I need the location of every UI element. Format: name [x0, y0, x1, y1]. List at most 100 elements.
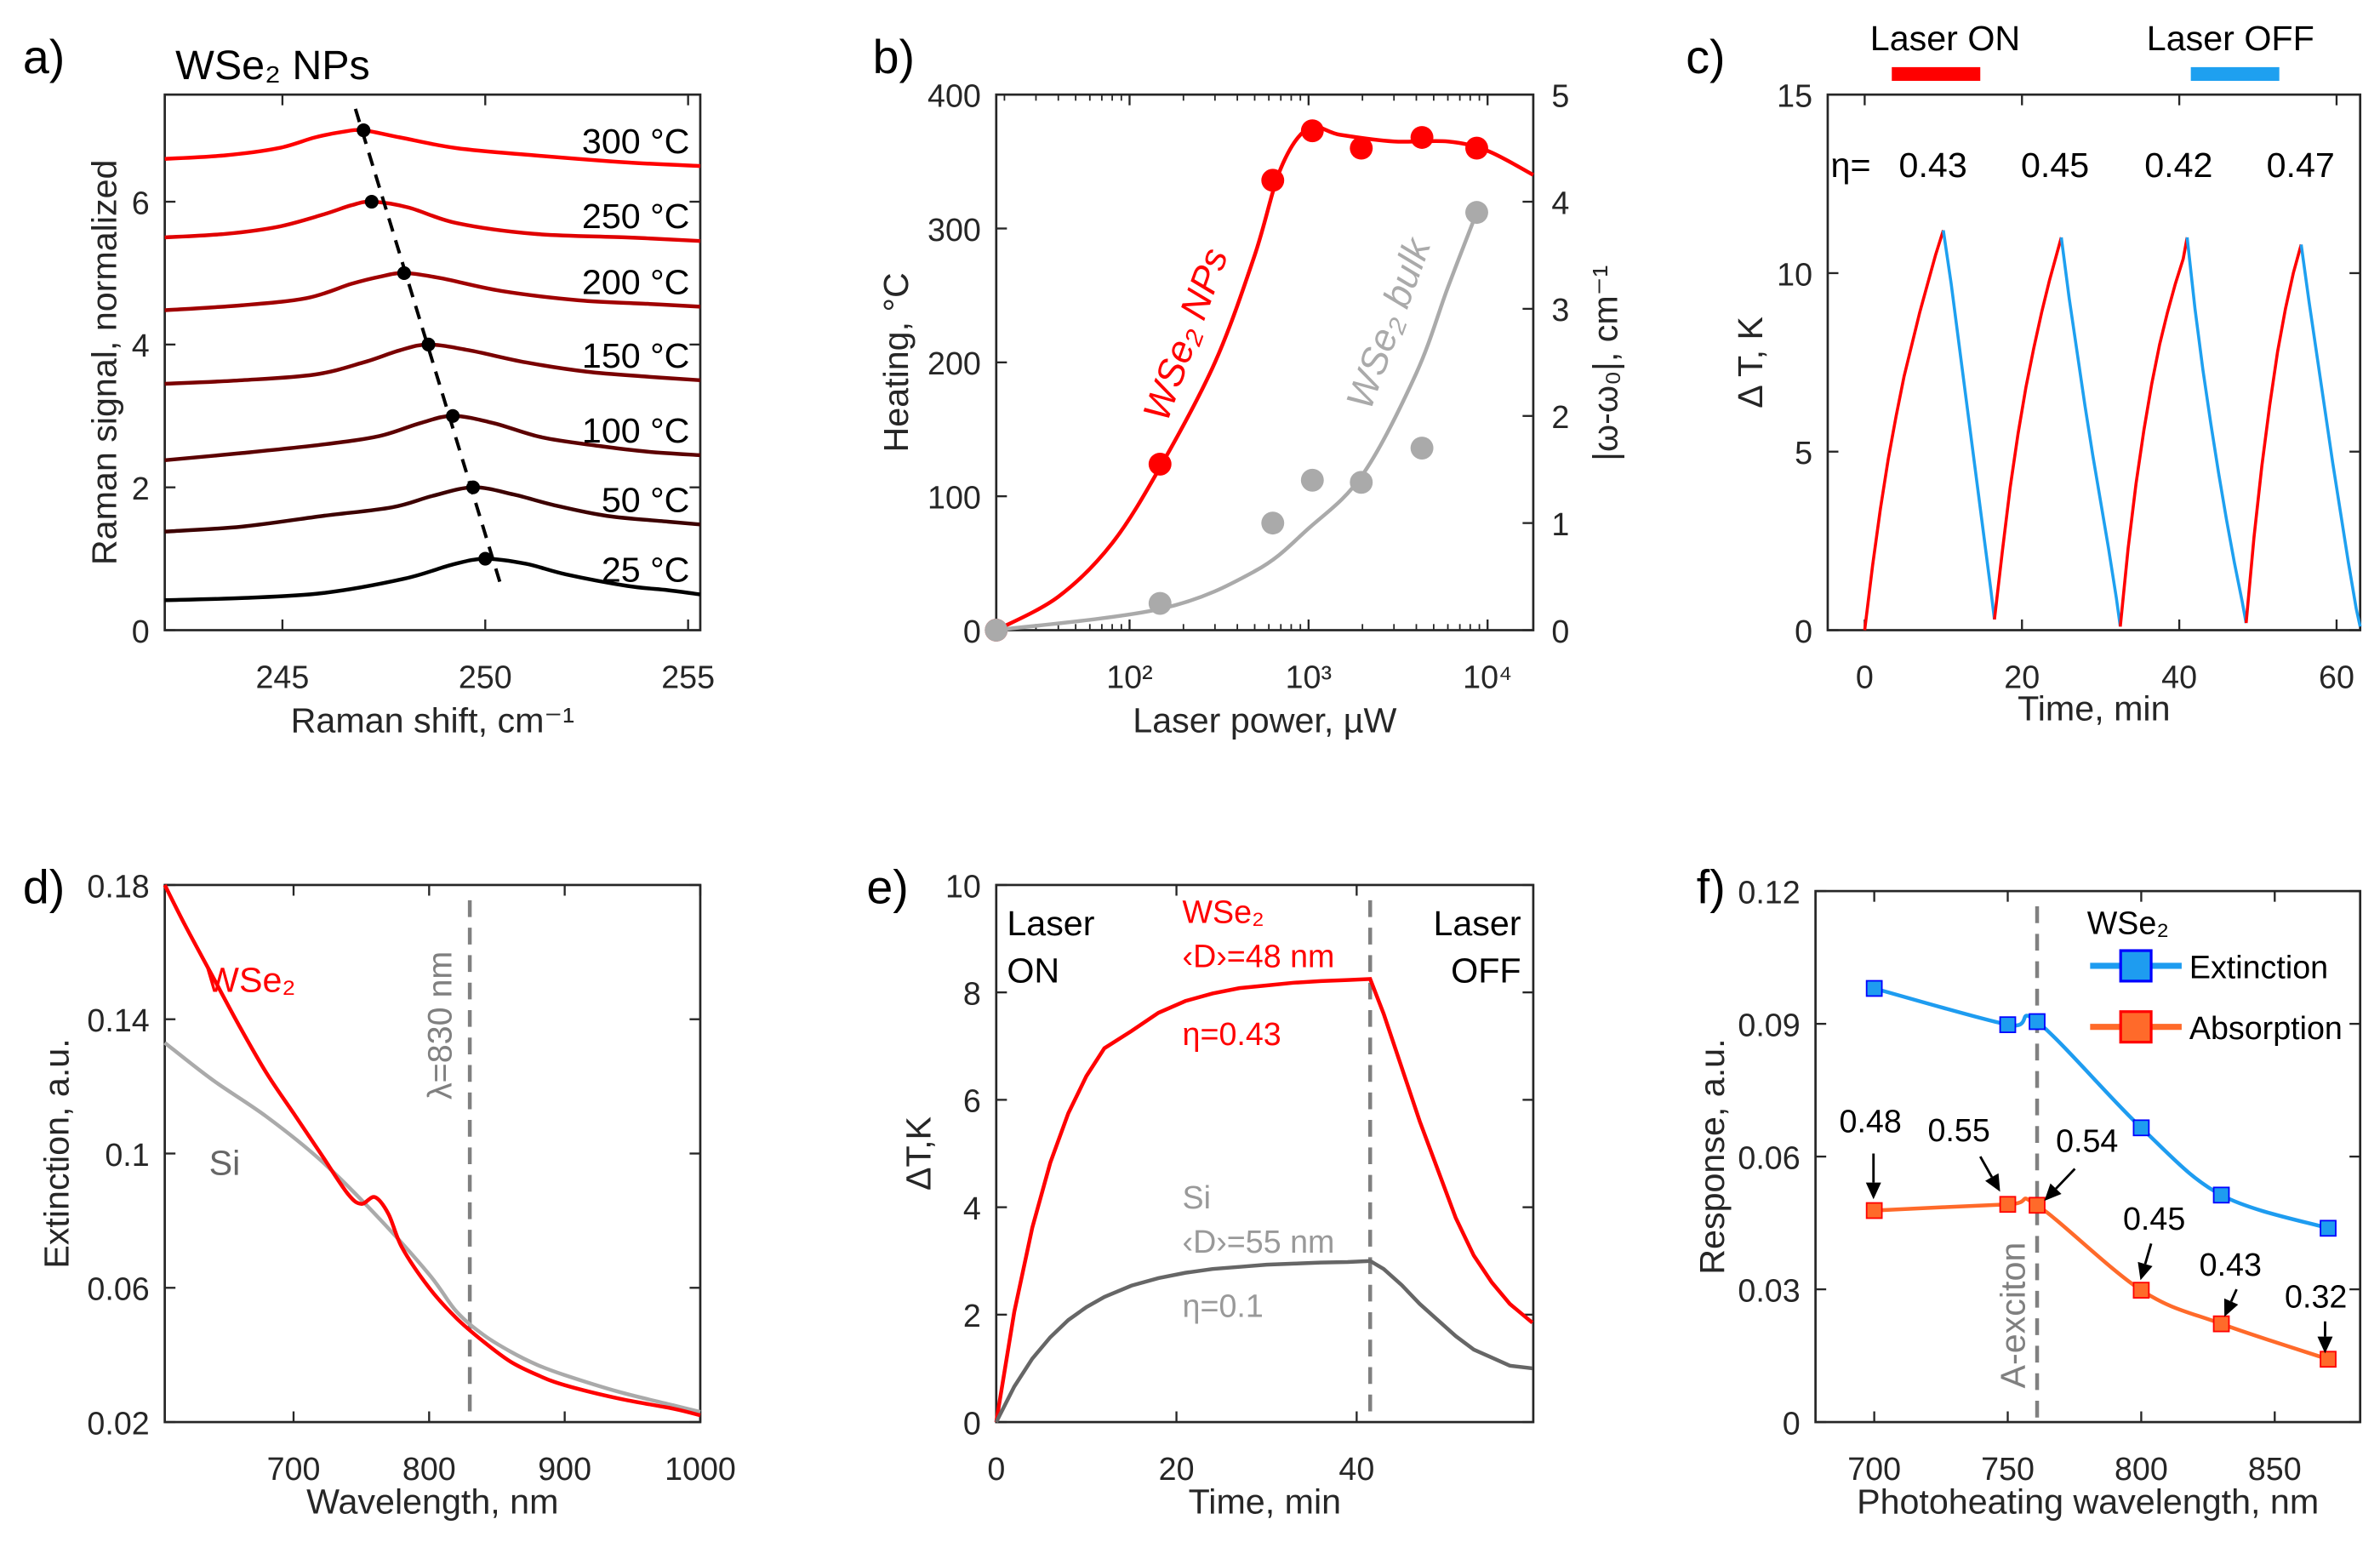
temperature-label: 50 °C [602, 480, 690, 519]
eta-value: 0.45 [2021, 146, 2089, 185]
kinetics-line-wse2 [994, 977, 1534, 1423]
y-tick-label: 0 [132, 614, 150, 649]
y2-tick-label: 2 [1551, 399, 1569, 435]
efficiency-label: 0.48 [1840, 1103, 1902, 1139]
x-axis-label: Raman shift, cm⁻¹ [291, 701, 574, 740]
absorption-marker [1999, 1196, 2017, 1214]
legend-marker [2119, 949, 2153, 983]
arrow-head-icon [2137, 1261, 2153, 1281]
data-point-bulk [985, 619, 1008, 642]
efficiency-label: 0.55 [1928, 1112, 1990, 1148]
laser-on-segment [1993, 237, 2063, 620]
y-axis-label: Response, a.u. [1692, 1038, 1732, 1274]
peak-marker [357, 123, 371, 138]
efficiency-label: 0.54 [2056, 1123, 2118, 1159]
laser-off-segment [2185, 237, 2248, 624]
si-annotation: η=0.1 [1183, 1288, 1264, 1323]
laser-off-segment [2059, 237, 2122, 627]
peak-marker [478, 551, 493, 566]
wse2-annotation: η=0.43 [1183, 1016, 1281, 1052]
peak-marker [465, 480, 481, 494]
y-tick-label: 5 [1795, 435, 1812, 471]
absorption-marker [2029, 1196, 2046, 1214]
arrow-head-icon [1865, 1182, 1881, 1200]
legend-label: Laser ON [1870, 19, 2020, 58]
data-point-nps [1350, 136, 1373, 160]
laser-off-segment [1942, 230, 1996, 620]
panel-a-raman-spectra: 245 250 255 0 2 4 6 a) Raman shift, cm⁻¹ Raman si… [23, 31, 715, 740]
laser-on-segment [2119, 237, 2189, 627]
laser-on-segment [2244, 243, 2303, 624]
y-tick-label: 4 [132, 328, 150, 363]
eta-prefix: η= [1831, 146, 1871, 185]
y-tick-label: 0.18 [87, 868, 149, 904]
y-tick-label: 300 [927, 212, 981, 248]
raman-spectrum-line-300c [164, 128, 701, 168]
panel-label: c) [1686, 31, 1725, 83]
x-tick-label: 10² [1106, 660, 1152, 695]
panel-label: e) [866, 860, 908, 913]
temperature-label: 150 °C [582, 336, 689, 375]
data-point-bulk [1350, 471, 1373, 494]
extinction-line-si [163, 1041, 701, 1414]
x-tick-label: 1000 [665, 1451, 736, 1487]
x-tick-label: 10³ [1286, 660, 1332, 695]
absorption-marker [2320, 1351, 2337, 1368]
si-annotation: ‹D›=55 nm [1183, 1224, 1335, 1259]
efficiency-label: 0.43 [2200, 1247, 2262, 1282]
arrow-head-icon [2317, 1336, 2333, 1354]
x-tick-label: 900 [538, 1451, 591, 1487]
y-tick-label: 0 [1783, 1405, 1801, 1441]
y-axis-label: Extinction, a.u. [37, 1038, 77, 1268]
laser-off-label: OFF [1451, 951, 1521, 991]
data-point-nps [1465, 136, 1488, 160]
y2-tick-label: 3 [1551, 292, 1569, 328]
laser-off-label: Laser [1433, 904, 1521, 943]
y-tick-label: 400 [927, 78, 981, 114]
absorption-marker [2132, 1282, 2150, 1299]
panel-label: a) [23, 31, 65, 83]
panel-label: b) [873, 31, 915, 83]
kinetics-line-si [994, 1259, 1533, 1424]
y-tick-label: 0 [1795, 614, 1812, 649]
extinction-line-wse2 [163, 883, 701, 1418]
y-tick-label: 15 [1777, 78, 1812, 114]
arrow-head-icon [1985, 1173, 2000, 1192]
axes-box [163, 93, 702, 631]
y-tick-label: 8 [963, 976, 981, 1012]
temperature-label: 25 °C [602, 551, 690, 590]
x-tick-label: 20 [2004, 660, 2040, 695]
wse2-annotation: WSe₂ [1183, 894, 1264, 930]
axes-box [1826, 93, 2362, 631]
data-point-bulk [1148, 591, 1172, 615]
laser-on-segment [1863, 230, 1945, 631]
data-point-nps [1410, 126, 1434, 149]
si-annotation: Si [1183, 1179, 1211, 1215]
y-tick-label: 0.14 [87, 1002, 149, 1038]
wavelength-marker-label: λ=830 nm [422, 951, 459, 1099]
temperature-label: 300 °C [582, 122, 689, 161]
x-axis-label: Time, min [1189, 1482, 1341, 1522]
x-axis-label: Photoheating wavelength, nm [1857, 1482, 2319, 1522]
y-tick-label: 6 [132, 185, 150, 220]
data-point-bulk [1465, 201, 1488, 225]
y-axis-label: Raman signal, normalized [84, 160, 123, 566]
y-tick-label: 4 [963, 1191, 981, 1226]
y-tick-label: 0.03 [1738, 1272, 1800, 1308]
x-tick-label: 800 [402, 1451, 456, 1487]
temperature-label: 100 °C [582, 411, 689, 450]
panel-e-heating-kinetics: 0 20 40 0 2 4 6 8 10 e) Time, min ΔT,K Laser ON Laser O… [866, 860, 1535, 1522]
absorption-line [1874, 1196, 2329, 1362]
y-tick-label: 10 [945, 868, 981, 904]
x-tick-label: 10⁴ [1463, 660, 1512, 695]
x-tick-label: 700 [1847, 1451, 1901, 1487]
y-tick-label: 100 [927, 480, 981, 516]
eta-value: 0.43 [1899, 146, 1967, 185]
peak-marker [446, 408, 460, 423]
laser-on-label: Laser [1007, 904, 1094, 943]
peak-marker [364, 194, 379, 209]
y-tick-label: 0 [963, 614, 981, 649]
legend-label: Laser OFF [2147, 19, 2314, 58]
eta-value: 0.42 [2144, 146, 2212, 185]
